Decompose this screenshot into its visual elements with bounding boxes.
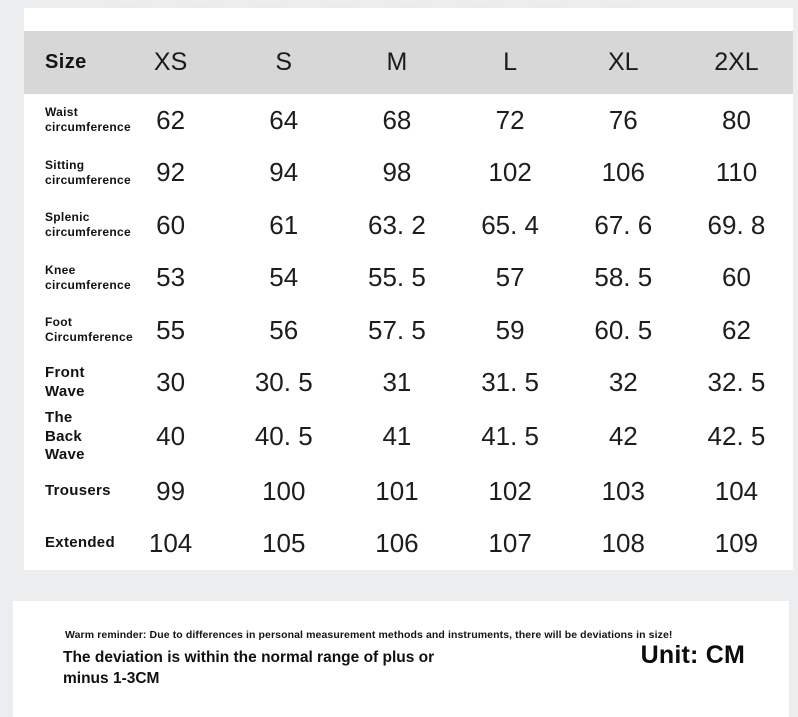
size-header-label: Size — [45, 51, 87, 73]
cell-value: 69. 8 — [707, 209, 766, 240]
row-label: Trousers — [45, 481, 111, 499]
table-row: Waist circumference 62 64 68 72 76 80 — [24, 94, 793, 146]
table-row: Splenic circumference 60 61 63. 2 65. 4 67. 6… — [24, 199, 793, 251]
cell-value: 65. 4 — [481, 209, 540, 240]
cell-value: 30 — [156, 367, 186, 398]
cell-value: 61 — [269, 209, 299, 240]
footer-note-card: Warm reminder: Due to differences in per… — [13, 601, 789, 717]
cell-value: 41. 5 — [481, 421, 540, 452]
cell-value: 105 — [262, 528, 306, 559]
cell-value: 40 — [156, 421, 186, 452]
cell-value: 54 — [269, 262, 299, 293]
table-row: The Back Wave 40 40. 5 41 41. 5 42 42. 5 — [24, 409, 793, 465]
size-column-header: 2XL — [714, 48, 759, 76]
cell-value: 68 — [382, 104, 412, 135]
warm-reminder-text: Warm reminder: Due to differences in per… — [65, 629, 673, 641]
row-label: The Back Wave — [45, 408, 85, 464]
cell-value: 99 — [156, 475, 186, 506]
cell-value: 100 — [262, 475, 306, 506]
cell-value: 62 — [721, 314, 751, 345]
cell-value: 57 — [495, 262, 525, 293]
cell-value: 106 — [375, 528, 419, 559]
cell-value: 32 — [608, 367, 638, 398]
size-column-header: XS — [153, 48, 188, 76]
cell-value: 109 — [714, 528, 759, 559]
cell-value: 42. 5 — [707, 421, 766, 452]
deviation-note-text: The deviation is within the normal range… — [63, 649, 435, 687]
cell-value: 60 — [156, 209, 186, 240]
table-row: Knee circumference 53 54 55. 5 57 58. 5 60 — [24, 251, 793, 303]
cell-value: 94 — [269, 157, 299, 188]
row-label: Splenic circumference — [45, 210, 131, 240]
cell-value: 53 — [156, 262, 186, 293]
row-label: Extended — [45, 534, 115, 552]
cell-value: 80 — [721, 104, 751, 135]
table-row: Extended 104 105 106 107 108 109 — [24, 518, 793, 570]
cell-value: 101 — [375, 475, 419, 506]
cell-value: 31 — [382, 367, 412, 398]
size-column-header: L — [503, 48, 518, 76]
cell-value: 31. 5 — [481, 367, 540, 398]
table-header-row: Size XS S M L XL 2XL — [24, 31, 793, 94]
cell-value: 32. 5 — [707, 367, 766, 398]
cell-value: 56 — [269, 314, 299, 345]
cell-value: 58. 5 — [594, 262, 653, 293]
cell-value: 60 — [721, 262, 751, 293]
table-row: Sitting circumference 92 94 98 102 106 110 — [24, 146, 793, 198]
cell-value: 64 — [269, 104, 299, 135]
cell-value: 42 — [608, 421, 638, 452]
cell-value: 55. 5 — [368, 262, 426, 293]
row-label: Knee circumference — [45, 262, 131, 292]
table-top-strip — [24, 8, 793, 31]
size-column-header: S — [275, 48, 293, 76]
cell-value: 106 — [601, 157, 645, 188]
cell-value: 41 — [382, 421, 412, 452]
cell-value: 92 — [156, 157, 186, 188]
cell-value: 59 — [495, 314, 525, 345]
cell-value: 40. 5 — [254, 421, 313, 452]
cell-value: 63. 2 — [368, 209, 426, 240]
table-row: Foot Circumference 55 56 57. 5 59 60. 5 62 — [24, 304, 793, 356]
cell-value: 72 — [495, 104, 525, 135]
cell-value: 67. 6 — [594, 209, 653, 240]
size-table-card: Size XS S M L XL 2XL Waist circumference 62 64 6… — [24, 8, 793, 570]
size-column-header: M — [386, 48, 408, 76]
table-row: Front Wave 30 30. 5 31 31. 5 32 32. 5 — [24, 356, 793, 408]
cell-value: 62 — [156, 104, 186, 135]
cell-value: 104 — [148, 528, 193, 559]
row-label: Front Wave — [45, 363, 85, 400]
cell-value: 102 — [488, 157, 532, 188]
cell-value: 103 — [601, 475, 645, 506]
row-label: Waist circumference — [45, 105, 131, 135]
cell-value: 104 — [714, 475, 759, 506]
cell-value: 102 — [488, 475, 532, 506]
cell-value: 110 — [715, 157, 758, 188]
cell-value: 57. 5 — [368, 314, 426, 345]
cell-value: 55 — [156, 314, 186, 345]
cell-value: 98 — [382, 157, 412, 188]
cell-value: 60. 5 — [594, 314, 653, 345]
row-label: Foot Circumference — [45, 315, 133, 345]
cell-value: 108 — [601, 528, 645, 559]
cell-value: 30. 5 — [254, 367, 313, 398]
cell-value: 107 — [488, 528, 532, 559]
row-label: Sitting circumference — [45, 157, 131, 187]
cell-value: 76 — [608, 104, 638, 135]
size-column-header: XL — [607, 48, 639, 76]
table-body: Waist circumference 62 64 68 72 76 80 Sitting c… — [24, 94, 793, 570]
table-row: Trousers 99 100 101 102 103 104 — [24, 465, 793, 517]
unit-label: Unit: CM — [640, 641, 745, 669]
